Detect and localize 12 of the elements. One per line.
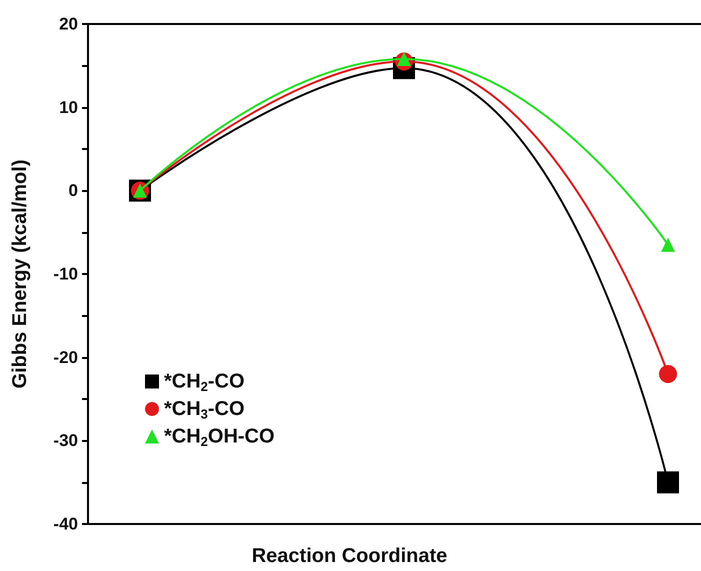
y-tick-label: 20: [59, 14, 78, 34]
x-axis-title: Reaction Coordinate: [252, 545, 448, 567]
point: [659, 365, 677, 383]
point: [657, 471, 679, 494]
point: [661, 238, 675, 252]
y-tick-label: -10: [53, 264, 78, 284]
y-tick-label: -20: [53, 348, 78, 367]
y-tick-label: 0: [68, 181, 78, 200]
y-axis-title: Gibbs Energy (kcal/mol): [9, 160, 31, 388]
y-tick-label: -30: [53, 431, 78, 450]
y-tick-label: -40: [53, 514, 78, 534]
y-tick-label: 10: [59, 98, 78, 117]
